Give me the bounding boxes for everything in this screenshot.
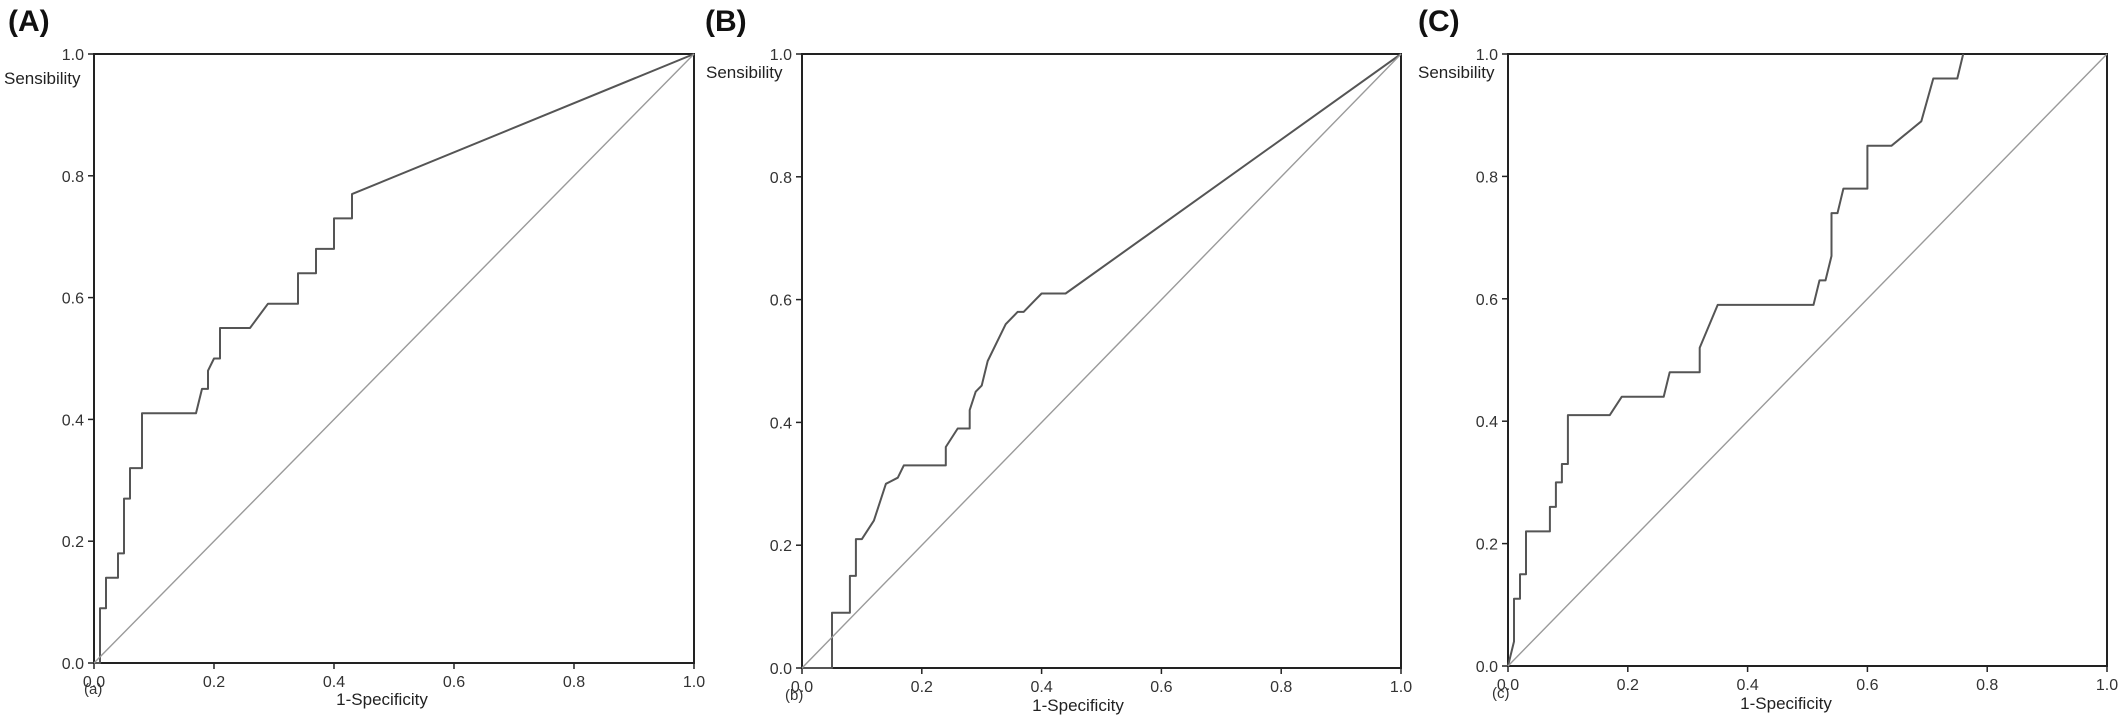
reference-diagonal-line bbox=[1507, 53, 2108, 667]
y-tick-label: 0.4 bbox=[62, 412, 84, 429]
roc-curve-line bbox=[802, 53, 1402, 669]
x-tick-label: 1.0 bbox=[1390, 679, 1412, 696]
y-tick-label: 1.0 bbox=[62, 47, 84, 64]
plot-frame bbox=[801, 53, 1402, 669]
x-axis-title: 1-Specificity bbox=[1032, 696, 1124, 715]
y-axis-title: Sensibility bbox=[706, 63, 783, 82]
reference-diagonal-line bbox=[801, 53, 1402, 669]
y-tick-label: 0.6 bbox=[770, 293, 792, 310]
y-tick-label: 0.6 bbox=[62, 291, 84, 308]
roc-panel-1: 0.0 0.2 0.4 0.6 0.8 1.0 0.0 0.2 0.4 0.6 0.8 1.0 (A) S… bbox=[4, 5, 705, 709]
panel-label: (A) bbox=[8, 5, 50, 38]
y-tick-label: 0.8 bbox=[1476, 169, 1498, 186]
roc-curve-line bbox=[1507, 53, 1965, 667]
x-tick-label: 0.2 bbox=[1617, 677, 1639, 694]
y-tick-label: 1.0 bbox=[770, 47, 792, 64]
panel-label: (C) bbox=[1418, 5, 1460, 38]
y-tick-label: 1.0 bbox=[1476, 47, 1498, 64]
y-tick-label: 0.4 bbox=[1476, 414, 1498, 431]
roc-panel-2: 0.0 0.2 0.4 0.6 0.8 1.0 0.0 0.2 0.4 0.6 0.8 1.0 (B) S… bbox=[705, 5, 1412, 715]
y-tick-label: 0.2 bbox=[62, 534, 84, 551]
x-tick-label: 0.6 bbox=[1856, 677, 1878, 694]
x-tick-label: 0.8 bbox=[1270, 679, 1292, 696]
x-tick-label: 0.6 bbox=[1150, 679, 1172, 696]
y-tick-label: 0.8 bbox=[770, 170, 792, 187]
reference-diagonal-line bbox=[93, 53, 695, 664]
x-tick-label: 0.6 bbox=[443, 674, 465, 691]
x-tick-label: 0.4 bbox=[1030, 679, 1052, 696]
roc-panel-3: 0.0 0.2 0.4 0.6 0.8 1.0 0.0 0.2 0.4 0.6 0.8 1.0 (C) S… bbox=[1418, 5, 2118, 713]
y-tick-label: 0.8 bbox=[62, 169, 84, 186]
plot-frame bbox=[93, 53, 695, 664]
x-tick-label: 1.0 bbox=[683, 674, 705, 691]
y-tick-label: 0.4 bbox=[770, 415, 792, 432]
y-tick-label: 0.0 bbox=[62, 656, 84, 673]
y-axis-title: Sensibility bbox=[1418, 63, 1495, 82]
x-tick-label: 0.2 bbox=[203, 674, 225, 691]
x-tick-label: 0.4 bbox=[323, 674, 345, 691]
panel-sub-label: (b) bbox=[785, 687, 803, 704]
x-axis-title: 1-Specificity bbox=[336, 690, 428, 709]
panel-label: (B) bbox=[705, 5, 747, 38]
x-tick-label: 0.0 bbox=[83, 674, 105, 691]
y-tick-label: 0.2 bbox=[1476, 537, 1498, 554]
panel-sub-label: (a) bbox=[84, 681, 102, 698]
roc-curve-line bbox=[94, 53, 695, 664]
y-tick-label: 0.2 bbox=[770, 538, 792, 555]
x-tick-label: 0.2 bbox=[911, 679, 933, 696]
y-tick-label: 0.0 bbox=[770, 661, 792, 678]
y-axis-title: Sensibility bbox=[4, 69, 81, 88]
plot-frame bbox=[1507, 53, 2108, 667]
x-axis-title: 1-Specificity bbox=[1740, 694, 1832, 713]
x-tick-label: 0.0 bbox=[1497, 677, 1519, 694]
x-tick-label: 0.0 bbox=[791, 679, 813, 696]
y-tick-label: 0.6 bbox=[1476, 292, 1498, 309]
x-tick-label: 0.4 bbox=[1736, 677, 1758, 694]
panel-sub-label: (c) bbox=[1492, 685, 1510, 702]
y-tick-label: 0.0 bbox=[1476, 659, 1498, 676]
x-tick-label: 1.0 bbox=[2096, 677, 2118, 694]
x-tick-label: 0.8 bbox=[1976, 677, 1998, 694]
x-tick-label: 0.8 bbox=[563, 674, 585, 691]
